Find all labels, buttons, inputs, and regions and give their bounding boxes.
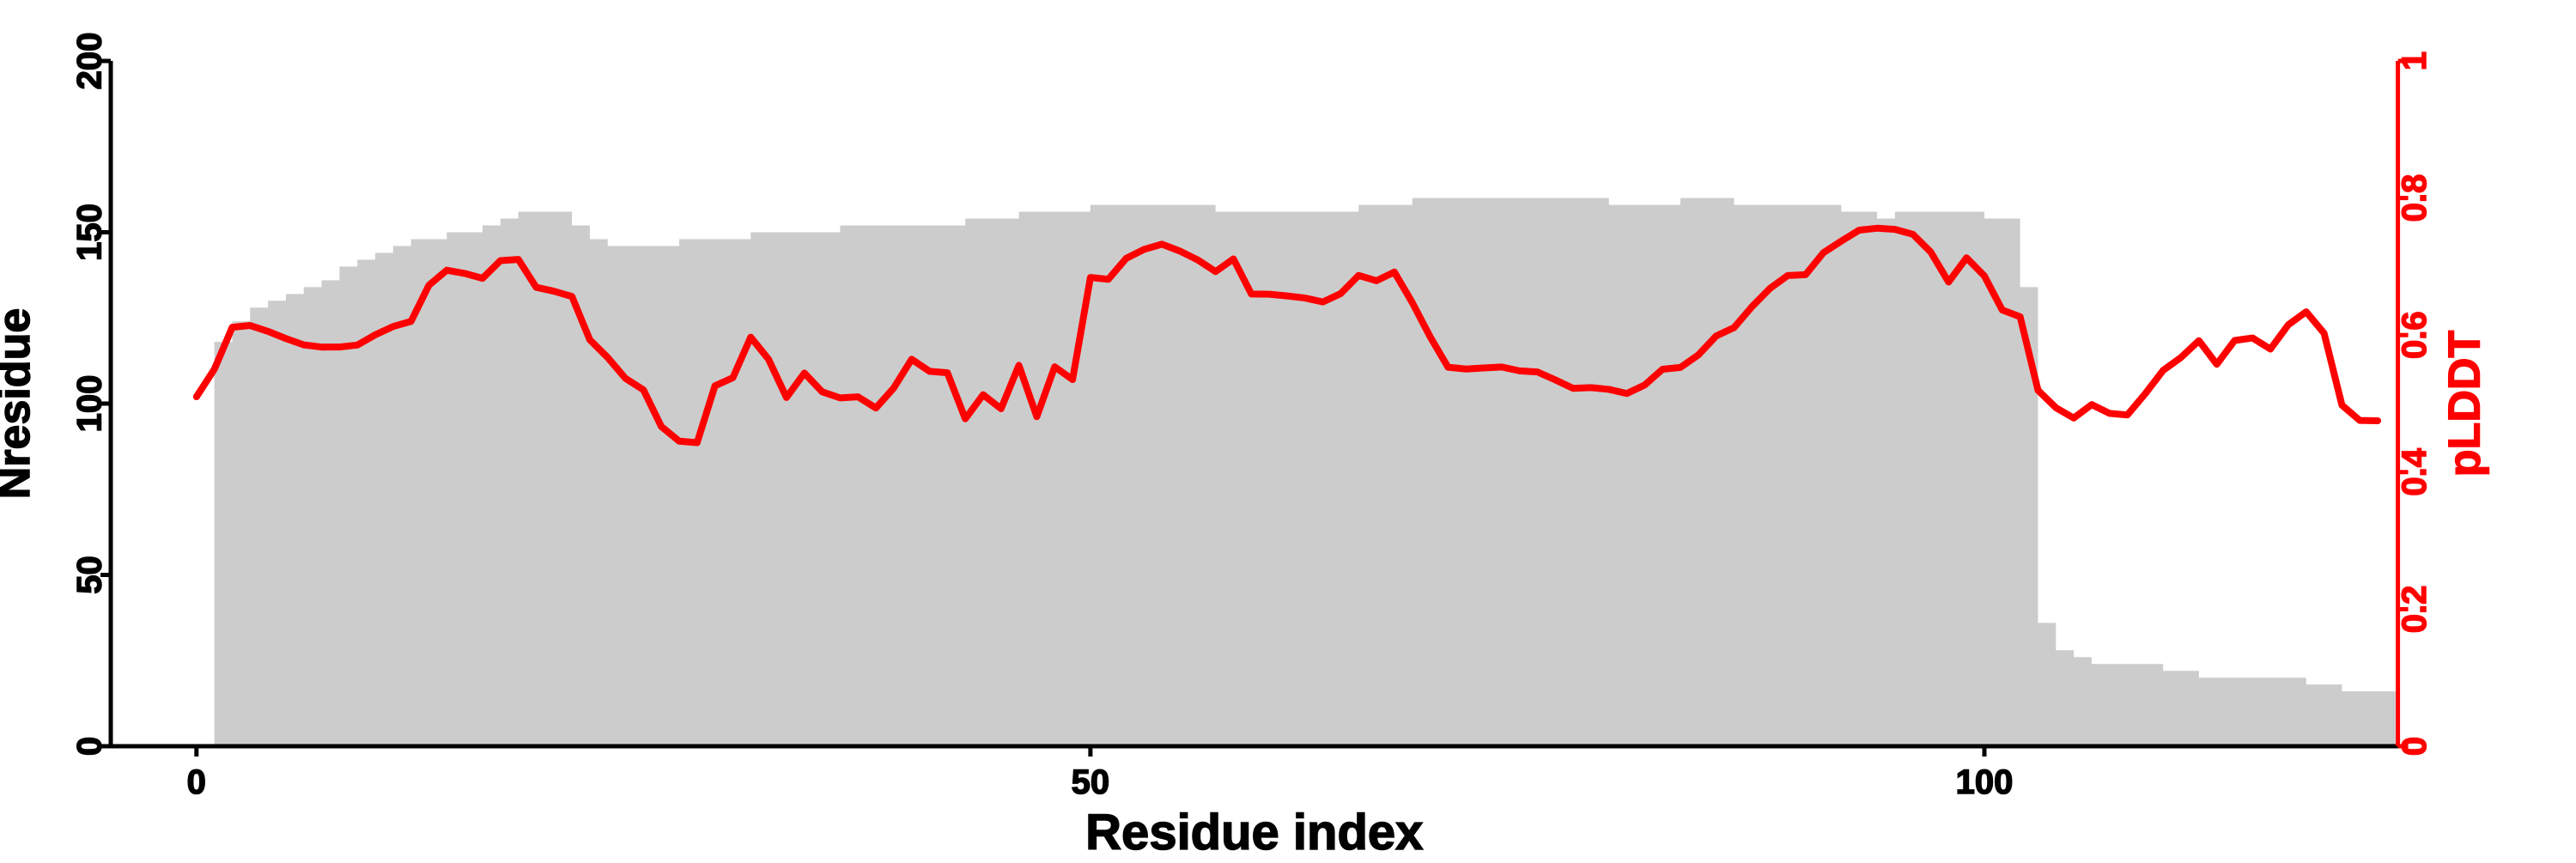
svg-text:100: 100 <box>71 375 109 433</box>
svg-text:50: 50 <box>1072 763 1110 801</box>
svg-text:pLDDT: pLDDT <box>2440 331 2490 477</box>
svg-text:Nresidue: Nresidue <box>0 308 39 500</box>
svg-text:0.6: 0.6 <box>2396 311 2433 359</box>
svg-text:50: 50 <box>71 556 109 594</box>
svg-text:0: 0 <box>2396 737 2433 756</box>
svg-text:0.8: 0.8 <box>2396 174 2433 222</box>
svg-text:0.4: 0.4 <box>2396 447 2433 495</box>
svg-text:200: 200 <box>71 33 109 90</box>
svg-text:0: 0 <box>187 763 206 801</box>
svg-text:0: 0 <box>71 737 109 756</box>
svg-text:Residue index: Residue index <box>1085 805 1423 859</box>
svg-text:0.2: 0.2 <box>2396 586 2433 634</box>
svg-text:100: 100 <box>1956 763 2014 801</box>
svg-text:150: 150 <box>71 204 109 261</box>
svg-text:1: 1 <box>2396 52 2433 70</box>
